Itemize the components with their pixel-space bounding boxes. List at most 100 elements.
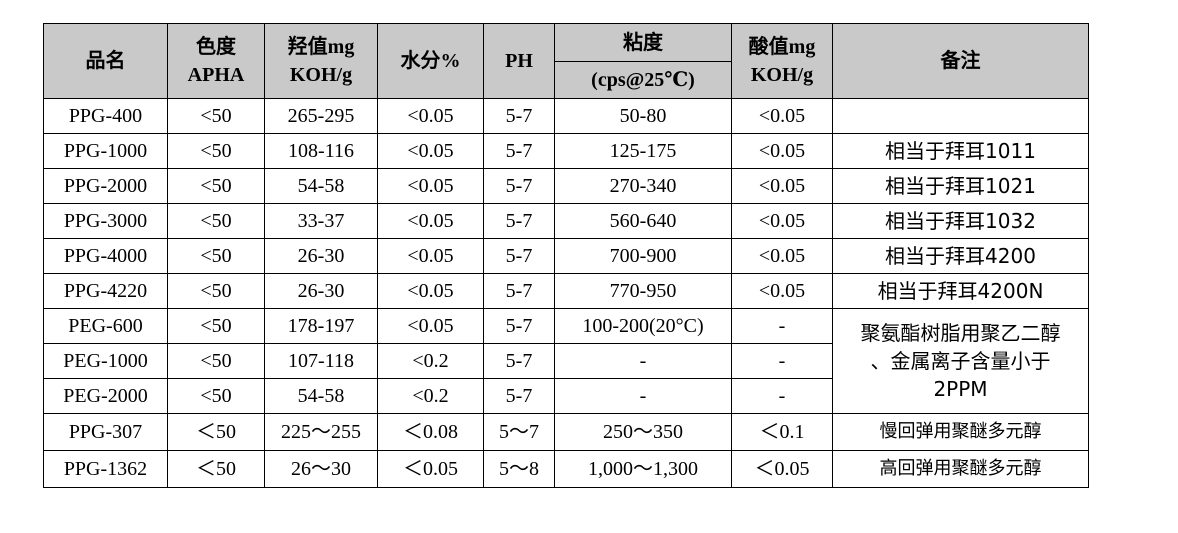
cell-ph: 5～8: [483, 450, 555, 488]
cell-name: PPG-400: [43, 98, 168, 134]
cell-hydroxyl: 26-30: [264, 238, 378, 274]
cell-ph: 5～7: [483, 413, 555, 451]
header-viscosity-unit: (cps@25℃): [554, 61, 732, 99]
cell-color: <50: [167, 168, 265, 204]
cell-acid: -: [731, 343, 833, 379]
cell-ph: 5-7: [483, 378, 555, 414]
cell-viscosity: 770-950: [554, 273, 732, 309]
cell-hydroxyl: 225～255: [264, 413, 378, 451]
cell-water: <0.05: [377, 168, 484, 204]
table-row: PPG-307 ＜50 225～255 ＜0.08 5～7 250～350 ＜0…: [43, 413, 1089, 451]
cell-acid: <0.05: [731, 168, 833, 204]
header-hydroxyl: 羟值mg KOH/g: [264, 23, 378, 99]
cell-hydroxyl: 107-118: [264, 343, 378, 379]
cell-acid: <0.05: [731, 273, 833, 309]
cell-notes: 相当于拜耳1021: [832, 168, 1089, 204]
cell-hydroxyl: 26～30: [264, 450, 378, 488]
cell-ph: 5-7: [483, 168, 555, 204]
cell-water: <0.05: [377, 98, 484, 134]
cell-acid: -: [731, 378, 833, 414]
table-row: PPG-1000 <50 108-116 <0.05 5-7 125-175 <…: [43, 133, 1089, 169]
cell-name: PEG-600: [43, 308, 168, 344]
header-notes: 备注: [832, 23, 1089, 99]
cell-acid: <0.05: [731, 203, 833, 239]
table-row: PPG-3000 <50 33-37 <0.05 5-7 560-640 <0.…: [43, 203, 1089, 239]
cell-water: <0.2: [377, 343, 484, 379]
cell-notes: 相当于拜耳1032: [832, 203, 1089, 239]
cell-water: <0.05: [377, 273, 484, 309]
cell-hydroxyl: 54-58: [264, 168, 378, 204]
cell-viscosity: 50-80: [554, 98, 732, 134]
cell-viscosity: 560-640: [554, 203, 732, 239]
cell-name: PPG-4220: [43, 273, 168, 309]
cell-color: <50: [167, 203, 265, 239]
table-row: PPG-2000 <50 54-58 <0.05 5-7 270-340 <0.…: [43, 168, 1089, 204]
header-hydroxyl-line2: KOH/g: [289, 64, 353, 86]
cell-viscosity: 125-175: [554, 133, 732, 169]
cell-color: <50: [167, 308, 265, 344]
cell-ph: 5-7: [483, 343, 555, 379]
cell-ph: 5-7: [483, 238, 555, 274]
cell-ph: 5-7: [483, 308, 555, 344]
cell-notes: [832, 98, 1089, 134]
cell-water: <0.05: [377, 133, 484, 169]
table-row: PEG-1000 <50 107-118 <0.2 5-7 - -: [43, 343, 1089, 379]
cell-hydroxyl: 54-58: [264, 378, 378, 414]
cell-water: <0.05: [377, 203, 484, 239]
header-ph: PH: [483, 23, 555, 99]
table-row: PPG-400 <50 265-295 <0.05 5-7 50-80 <0.0…: [43, 98, 1089, 134]
cell-hydroxyl: 26-30: [264, 273, 378, 309]
cell-viscosity: 700-900: [554, 238, 732, 274]
cell-ph: 5-7: [483, 203, 555, 239]
peg-notes-line1: 聚氨酯树脂用聚乙二醇: [860, 321, 1061, 345]
table-row: PPG-4220 <50 26-30 <0.05 5-7 770-950 <0.…: [43, 273, 1089, 309]
cell-color: <50: [167, 343, 265, 379]
cell-ph: 5-7: [483, 273, 555, 309]
cell-name: PEG-1000: [43, 343, 168, 379]
cell-notes: 相当于拜耳1011: [832, 133, 1089, 169]
cell-notes: 高回弹用聚醚多元醇: [832, 450, 1089, 488]
cell-color: ＜50: [167, 450, 265, 488]
header-color: 色度 APHA: [167, 23, 265, 99]
product-spec-table: 品名 色度 APHA 羟值mg KOH/g 水分% PH 粘度 酸值mg KOH…: [43, 23, 1089, 488]
cell-viscosity: 100-200(20°C): [554, 308, 732, 344]
cell-water: ＜0.05: [377, 450, 484, 488]
cell-hydroxyl: 178-197: [264, 308, 378, 344]
table-row: PPG-1362 ＜50 26～30 ＜0.05 5～8 1,000～1,300…: [43, 450, 1089, 488]
cell-water: <0.2: [377, 378, 484, 414]
cell-viscosity: 270-340: [554, 168, 732, 204]
cell-color: <50: [167, 378, 265, 414]
cell-name: PPG-2000: [43, 168, 168, 204]
header-viscosity: 粘度: [554, 23, 732, 62]
cell-viscosity: -: [554, 378, 732, 414]
cell-notes-peg: 聚氨酯树脂用聚乙二醇 、金属离子含量小于 2PPM: [832, 308, 1089, 414]
peg-notes-line2: 、金属离子含量小于: [870, 349, 1051, 373]
cell-ph: 5-7: [483, 98, 555, 134]
cell-acid: ＜0.05: [731, 450, 833, 488]
header-water: 水分%: [377, 23, 484, 99]
cell-color: <50: [167, 98, 265, 134]
table-row: PEG-600 <50 178-197 <0.05 5-7 100-200(20…: [43, 308, 1089, 414]
header-acid-line1: 酸值mg: [748, 36, 816, 58]
cell-name: PPG-3000: [43, 203, 168, 239]
cell-hydroxyl: 108-116: [264, 133, 378, 169]
cell-water: <0.05: [377, 308, 484, 344]
header-hydroxyl-line1: 羟值mg: [287, 36, 355, 58]
header-acid-line2: KOH/g: [750, 64, 814, 86]
cell-color: ＜50: [167, 413, 265, 451]
table-row: PPG-4000 <50 26-30 <0.05 5-7 700-900 <0.…: [43, 238, 1089, 274]
cell-hydroxyl: 33-37: [264, 203, 378, 239]
cell-water: <0.05: [377, 238, 484, 274]
cell-notes: 慢回弹用聚醚多元醇: [832, 413, 1089, 451]
cell-color: <50: [167, 273, 265, 309]
cell-name: PPG-1000: [43, 133, 168, 169]
cell-acid: ＜0.1: [731, 413, 833, 451]
peg-notes-line3: 2PPM: [933, 377, 988, 401]
header-acid: 酸值mg KOH/g: [731, 23, 833, 99]
cell-water: ＜0.08: [377, 413, 484, 451]
cell-acid: <0.05: [731, 98, 833, 134]
cell-acid: <0.05: [731, 238, 833, 274]
cell-name: PPG-307: [43, 413, 168, 451]
header-color-line2: APHA: [187, 64, 245, 86]
cell-viscosity: 250～350: [554, 413, 732, 451]
